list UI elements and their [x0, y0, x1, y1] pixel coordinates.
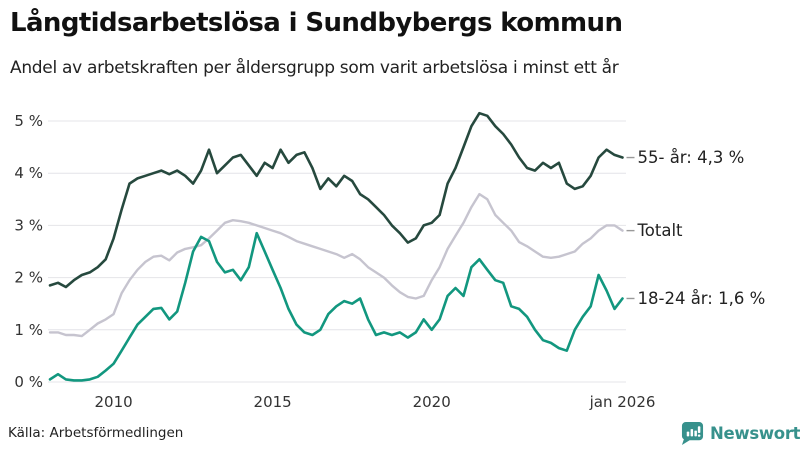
y-tick-label: 5 %	[14, 112, 43, 130]
x-tick-label: jan 2026	[589, 393, 656, 411]
x-tick-label: 2010	[95, 393, 133, 411]
series-line-18-24-r	[48, 231, 624, 382]
page-title: Långtidsarbetslösa i Sundbybergs kommun	[10, 8, 623, 38]
source-note: Källa: Arbetsförmedlingen	[8, 425, 184, 441]
page-subtitle: Andel av arbetskraften per åldersgrupp s…	[10, 58, 619, 78]
x-tick-label: 2015	[254, 393, 292, 411]
newsworthy-logo-icon	[681, 421, 704, 445]
series-end-label: Totalt	[637, 221, 684, 240]
series-line-totalt	[48, 192, 624, 338]
y-tick-label: 3 %	[14, 216, 43, 234]
series-end-label: 55- år: 4,3 %	[638, 148, 745, 167]
y-tick-label: 0 %	[14, 373, 43, 391]
newsworthy-logo-text: Newsworthy	[710, 423, 800, 443]
newsworthy-logo: Newsworthy	[681, 421, 800, 445]
series-line-55-r	[48, 111, 624, 289]
y-tick-label: 2 %	[14, 269, 43, 287]
series-end-label: 18-24 år: 1,6 %	[638, 289, 766, 308]
y-tick-label: 1 %	[14, 321, 43, 339]
y-tick-label: 4 %	[14, 164, 43, 182]
x-tick-label: 2020	[413, 393, 451, 411]
